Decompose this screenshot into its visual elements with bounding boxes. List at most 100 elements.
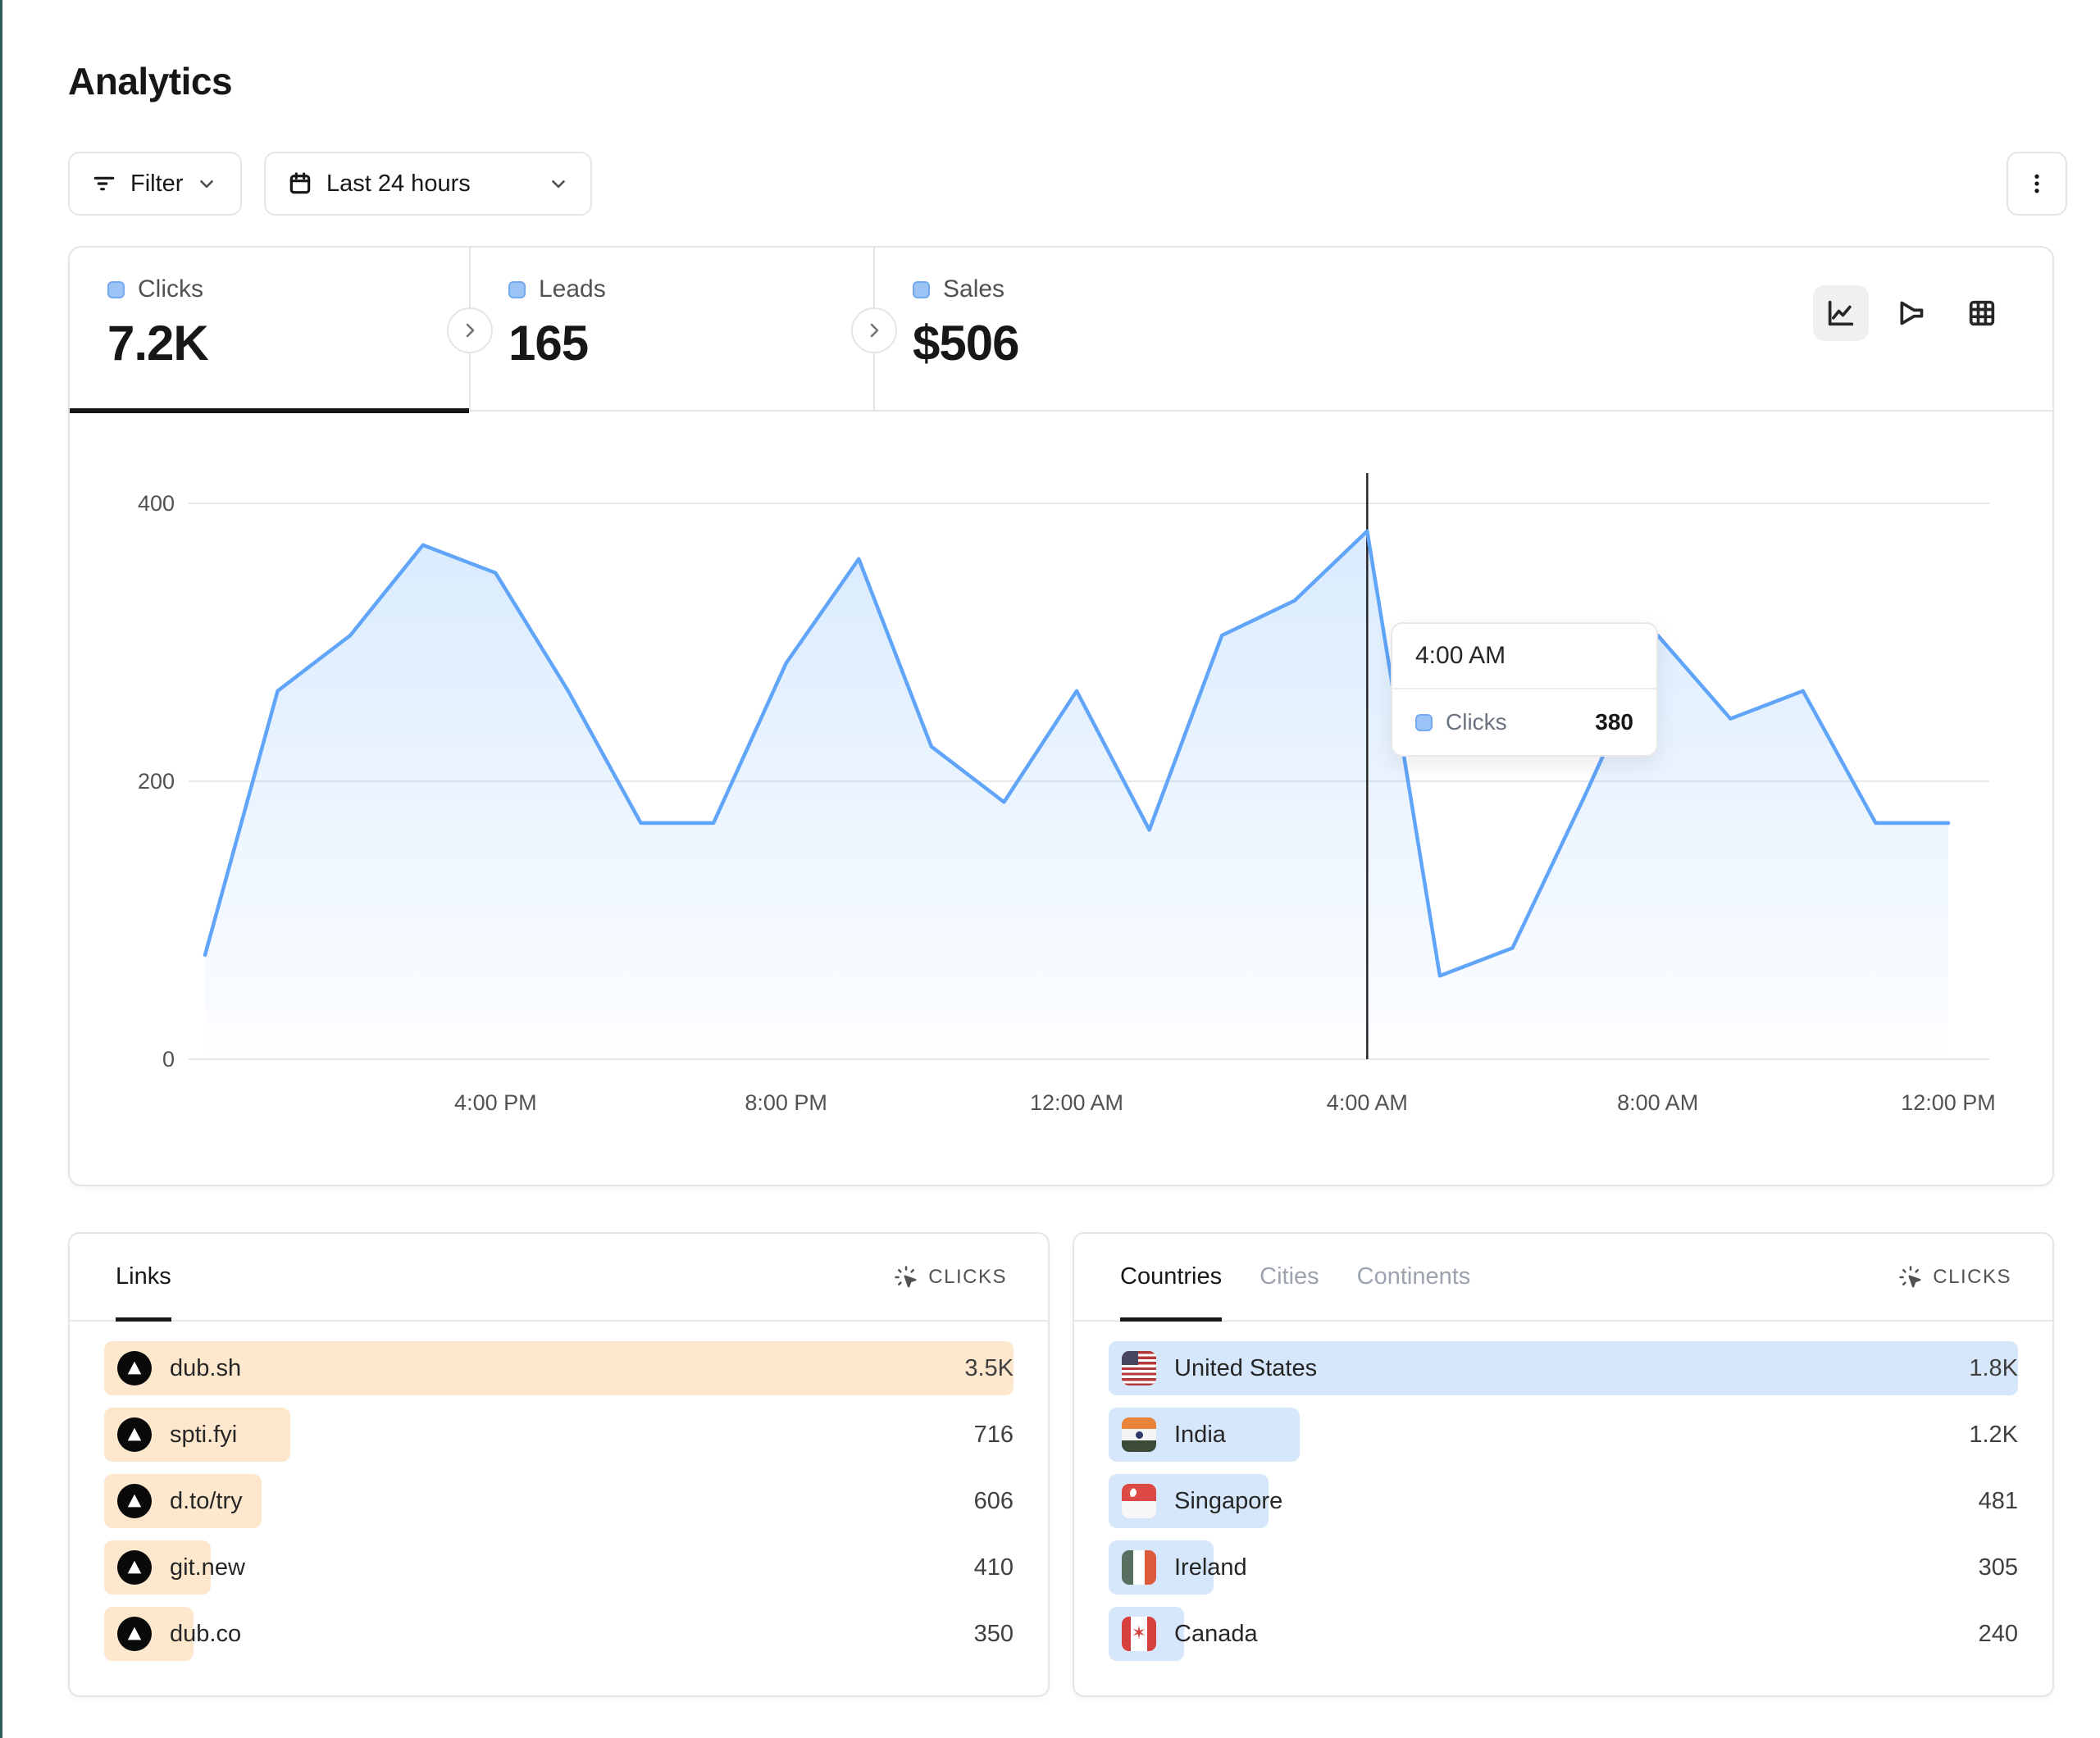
link-row[interactable]: d.to/try 606 xyxy=(104,1474,1014,1528)
tooltip-value: 380 xyxy=(1595,709,1633,735)
stat-tab-sales[interactable]: Sales $506 xyxy=(873,248,1365,412)
link-value: 410 xyxy=(973,1554,1014,1581)
dub-logo-icon xyxy=(117,1617,152,1651)
y-axis-tick: 200 xyxy=(138,769,175,794)
calendar-icon xyxy=(287,171,313,197)
link-label: d.to/try xyxy=(170,1487,243,1514)
country-value: 1.8K xyxy=(1969,1354,2018,1381)
x-axis-tick: 8:00 PM xyxy=(745,1090,827,1115)
link-value: 3.5K xyxy=(964,1354,1014,1381)
countries-metric-selector[interactable]: CLICKS xyxy=(1898,1265,2011,1290)
clicks-legend-chip-icon xyxy=(1415,713,1433,731)
link-label: spti.fyi xyxy=(170,1421,238,1448)
chevron-right-icon xyxy=(460,321,480,340)
stat-clicks-value: 7.2K xyxy=(107,316,209,371)
y-axis-tick: 0 xyxy=(162,1047,175,1071)
window-edge-accent xyxy=(0,0,2,1738)
y-axis-tick: 400 xyxy=(138,491,175,516)
link-value: 606 xyxy=(973,1487,1014,1514)
link-value: 350 xyxy=(973,1620,1014,1647)
country-label: Singapore xyxy=(1174,1487,1283,1514)
x-axis-tick: 12:00 PM xyxy=(1901,1090,1996,1115)
dub-logo-icon xyxy=(117,1417,152,1452)
countries-metric-label: CLICKS xyxy=(1933,1265,2011,1288)
country-label: India xyxy=(1174,1421,1226,1448)
chevron-down-icon xyxy=(548,173,569,194)
country-row[interactable]: Singapore 481 xyxy=(1109,1474,2018,1528)
table-view-button[interactable] xyxy=(1954,285,2010,341)
country-value: 1.2K xyxy=(1969,1421,2018,1448)
link-label: git.new xyxy=(170,1554,245,1581)
links-metric-selector[interactable]: CLICKS xyxy=(894,1265,1007,1290)
links-metric-label: CLICKS xyxy=(928,1265,1007,1288)
x-axis-tick: 12:00 AM xyxy=(1030,1090,1123,1115)
line-chart-icon xyxy=(1824,297,1857,330)
clicks-area-chart[interactable]: 0 200 400 4:00 PM 8:00 PM 12:00 AM 4:00 AM 8:00… xyxy=(70,412,2056,1188)
link-label: dub.co xyxy=(170,1620,242,1647)
dub-logo-icon xyxy=(117,1550,152,1585)
tooltip-series-label: Clicks xyxy=(1446,709,1507,735)
link-bar xyxy=(104,1341,1014,1395)
stat-sales-value: $506 xyxy=(913,316,1019,371)
country-value: 240 xyxy=(1978,1620,2018,1647)
filter-button[interactable]: Filter xyxy=(68,152,242,216)
tab-countries[interactable]: Countries xyxy=(1120,1234,1223,1322)
date-range-label: Last 24 hours xyxy=(326,170,471,197)
chevron-right-icon xyxy=(864,321,884,340)
dub-logo-icon xyxy=(117,1484,152,1518)
link-row[interactable]: dub.sh 3.5K xyxy=(104,1341,1014,1395)
tab-links[interactable]: Links xyxy=(116,1234,171,1322)
more-options-button[interactable] xyxy=(2007,152,2067,216)
tab-cities[interactable]: Cities xyxy=(1260,1234,1319,1320)
next-stat-button[interactable] xyxy=(851,307,897,353)
stat-tab-clicks[interactable]: Clicks 7.2K xyxy=(70,248,469,413)
us-flag-icon xyxy=(1122,1351,1156,1385)
tab-label: Countries xyxy=(1120,1263,1223,1290)
stat-sales-label: Sales xyxy=(943,275,1005,303)
kebab-menu-icon xyxy=(2025,171,2049,196)
link-row[interactable]: git.new 410 xyxy=(104,1540,1014,1595)
line-chart-view-button[interactable] xyxy=(1813,285,1869,341)
stat-leads-label: Leads xyxy=(539,275,606,303)
cursor-click-icon xyxy=(894,1265,918,1290)
tab-label: Cities xyxy=(1260,1263,1319,1290)
links-panel: Links CLICKS dub.sh 3.5K spti.fyi 716 d.to/t… xyxy=(68,1232,1050,1697)
country-label: Canada xyxy=(1174,1620,1258,1647)
country-row[interactable]: Canada 240 xyxy=(1109,1607,2018,1661)
x-axis-tick: 4:00 PM xyxy=(454,1090,537,1115)
link-label: dub.sh xyxy=(170,1354,242,1381)
country-label: United States xyxy=(1174,1354,1318,1381)
chart-tooltip: 4:00 AM Clicks 380 xyxy=(1391,622,1658,757)
x-axis-tick: 8:00 AM xyxy=(1617,1090,1698,1115)
ca-flag-icon xyxy=(1122,1617,1156,1651)
cursor-click-icon xyxy=(1898,1265,1923,1290)
date-range-button[interactable]: Last 24 hours xyxy=(264,152,592,216)
country-label: Ireland xyxy=(1174,1554,1247,1581)
tab-continents[interactable]: Continents xyxy=(1357,1234,1471,1320)
country-value: 481 xyxy=(1978,1487,2018,1514)
countries-panel: Countries Cities Continents CLICKS United … xyxy=(1073,1232,2054,1697)
sg-flag-icon xyxy=(1122,1484,1156,1518)
ie-flag-icon xyxy=(1122,1550,1156,1585)
country-row[interactable]: India 1.2K xyxy=(1109,1408,2018,1462)
leads-legend-chip-icon xyxy=(508,280,526,298)
link-value: 716 xyxy=(973,1421,1014,1448)
clicks-legend-chip-icon xyxy=(107,280,125,298)
country-row[interactable]: United States 1.8K xyxy=(1109,1341,2018,1395)
link-row[interactable]: dub.co 350 xyxy=(104,1607,1014,1661)
stat-tab-leads[interactable]: Leads 165 xyxy=(469,248,873,412)
tab-links-label: Links xyxy=(116,1263,171,1290)
stats-row: Clicks 7.2K Leads 165 Sales $506 xyxy=(70,248,2052,413)
sales-legend-chip-icon xyxy=(913,280,930,298)
country-row[interactable]: Ireland 305 xyxy=(1109,1540,2018,1595)
stat-clicks-label: Clicks xyxy=(138,275,203,303)
next-stat-button[interactable] xyxy=(447,307,493,353)
tab-label: Continents xyxy=(1356,1263,1471,1290)
in-flag-icon xyxy=(1122,1417,1156,1452)
country-bar xyxy=(1109,1341,2018,1395)
link-row[interactable]: spti.fyi 716 xyxy=(104,1408,1014,1462)
x-axis-tick: 4:00 AM xyxy=(1327,1090,1408,1115)
page-title: Analytics xyxy=(68,60,233,102)
funnel-chart-view-button[interactable] xyxy=(1884,285,1939,341)
analytics-card: Clicks 7.2K Leads 165 Sales $506 xyxy=(68,246,2054,1186)
